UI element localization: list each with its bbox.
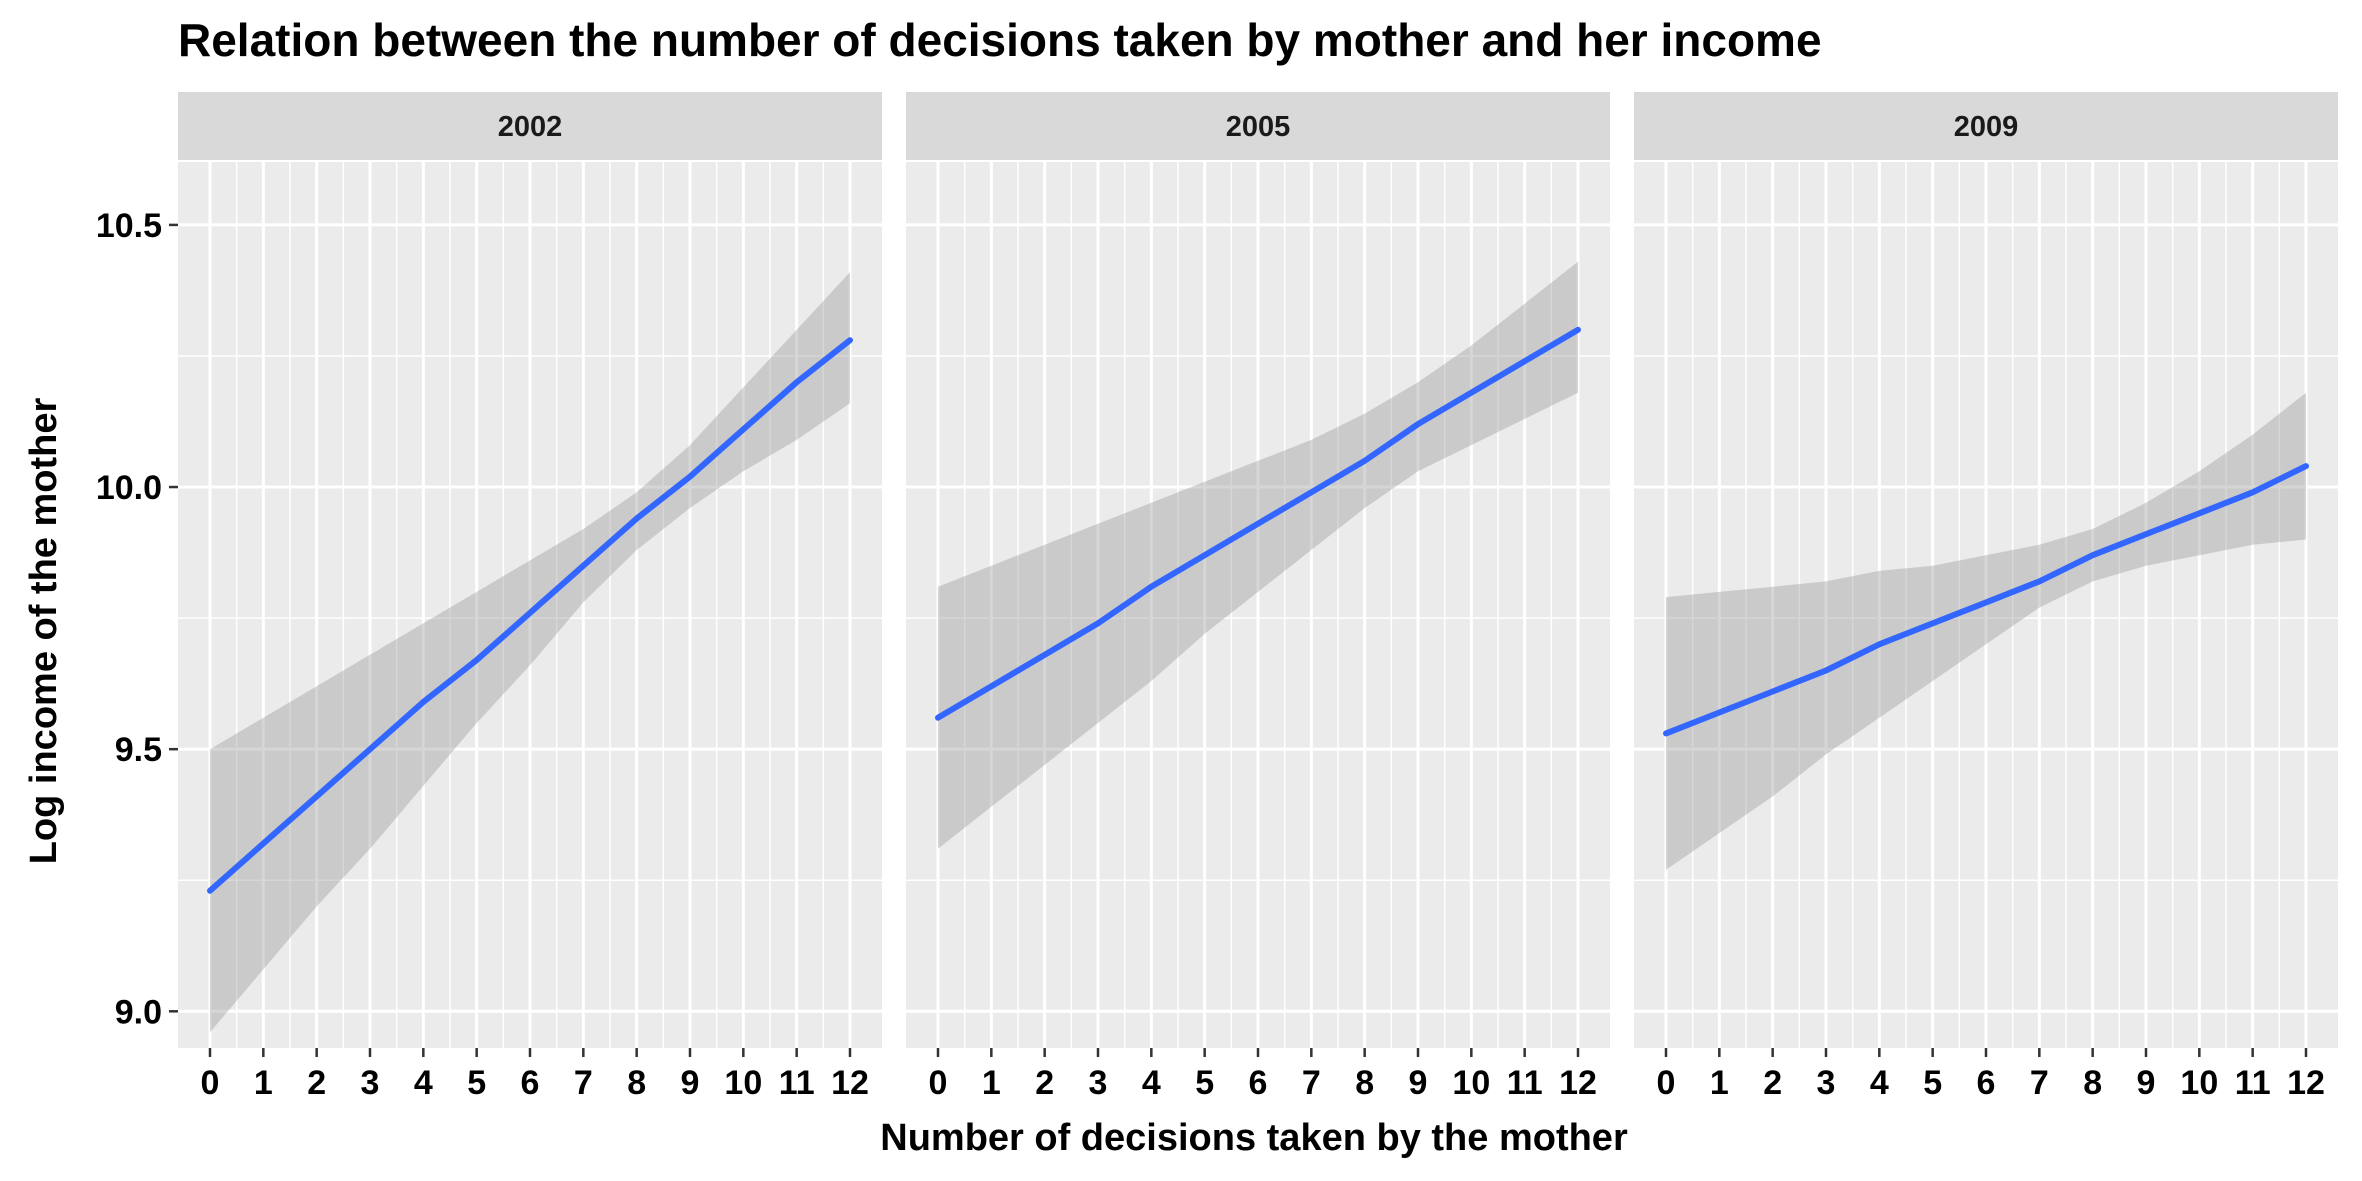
x-tick-label: 8 [2083, 1064, 2102, 1102]
facet-strip [906, 92, 1610, 160]
x-tick-label: 6 [521, 1064, 540, 1102]
x-tick-label: 10 [1452, 1064, 1490, 1102]
x-tick-label: 0 [929, 1064, 948, 1102]
x-axis-title: Number of decisions taken by the mother [880, 1117, 1628, 1159]
facet-strip [178, 92, 882, 160]
x-tick-label: 2 [307, 1064, 326, 1102]
x-tick-label: 12 [831, 1064, 869, 1102]
y-tick-label: 10.5 [96, 207, 162, 245]
x-tick-label: 2 [1035, 1064, 1054, 1102]
x-tick-label: 12 [1559, 1064, 1597, 1102]
x-tick-label: 8 [1355, 1064, 1374, 1102]
x-tick-label: 7 [2030, 1064, 2049, 1102]
y-tick-label: 9.0 [115, 993, 162, 1031]
x-tick-label: 8 [627, 1064, 646, 1102]
confidence-band [938, 261, 1578, 849]
y-axis: 9.0 9.5 10.0 10.5 [96, 207, 178, 1031]
facet-strip-label: 2005 [1226, 111, 1291, 143]
x-tick-label: 0 [1657, 1064, 1676, 1102]
y-tick-label: 10.0 [96, 469, 162, 507]
fit-line [207, 337, 853, 894]
fit-line [1663, 463, 2309, 737]
chart-title: Relation between the number of decisions… [178, 14, 1822, 66]
x-tick-label: 10 [724, 1064, 762, 1102]
x-tick-label: 5 [1923, 1064, 1942, 1102]
confidence-band [210, 272, 850, 1033]
x-tick-label: 3 [1089, 1064, 1108, 1102]
x-tick-label: 4 [1870, 1064, 1889, 1102]
x-tick-label: 0 [201, 1064, 220, 1102]
facet-strip-label: 2002 [498, 111, 563, 143]
x-tick-label: 10 [2180, 1064, 2218, 1102]
x-tick-label: 4 [414, 1064, 433, 1102]
x-tick-label: 9 [1409, 1064, 1428, 1102]
x-tick-label: 4 [1142, 1064, 1161, 1102]
x-tick-label: 11 [779, 1064, 815, 1102]
x-tick-label: 11 [2235, 1064, 2271, 1102]
x-tick-label: 7 [574, 1064, 593, 1102]
confidence-band [1666, 392, 2306, 870]
x-tick-label: 12 [2287, 1064, 2325, 1102]
facet-strip [1634, 92, 2338, 160]
y-axis-title: Log income of the mother [23, 398, 65, 865]
y-tick-label: 9.5 [115, 731, 162, 769]
facet-strip-label: 2009 [1954, 111, 2019, 143]
x-tick-label: 1 [982, 1064, 1001, 1102]
x-tick-label: 6 [1249, 1064, 1268, 1102]
x-tick-label: 5 [467, 1064, 486, 1102]
x-tick-label: 9 [2137, 1064, 2156, 1102]
fit-line [935, 326, 1581, 721]
x-tick-label: 3 [361, 1064, 380, 1102]
x-tick-label: 7 [1302, 1064, 1321, 1102]
x-tick-label: 2 [1763, 1064, 1782, 1102]
x-tick-label: 9 [681, 1064, 700, 1102]
x-tick-label: 5 [1195, 1064, 1214, 1102]
x-tick-label: 1 [254, 1064, 273, 1102]
x-tick-label: 3 [1817, 1064, 1836, 1102]
x-tick-label: 11 [1507, 1064, 1543, 1102]
x-tick-label: 1 [1710, 1064, 1729, 1102]
x-tick-label: 6 [1977, 1064, 1996, 1102]
